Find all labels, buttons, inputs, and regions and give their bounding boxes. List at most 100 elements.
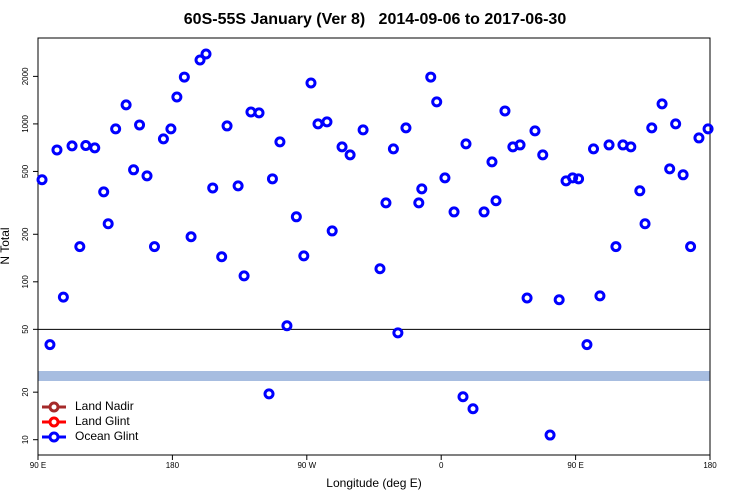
point [321, 116, 333, 128]
point [357, 124, 369, 136]
point [625, 141, 637, 153]
point [490, 195, 502, 207]
point [290, 211, 302, 223]
point [178, 71, 190, 83]
point [374, 263, 386, 275]
point [610, 241, 622, 253]
point [521, 292, 533, 304]
point [253, 107, 265, 119]
point [567, 172, 579, 184]
point [44, 339, 56, 351]
point [478, 206, 490, 218]
point [312, 118, 324, 130]
y-tick-label: 100 [21, 275, 30, 289]
point [499, 105, 511, 117]
x-axis-label: Longitude (deg E) [326, 476, 421, 490]
point [514, 139, 526, 151]
point [134, 119, 146, 131]
point [102, 218, 114, 230]
point [573, 173, 585, 185]
legend-marker [48, 416, 60, 428]
legend-label: Land Nadir [75, 399, 134, 413]
point [89, 142, 101, 154]
point [216, 251, 228, 263]
point [263, 388, 275, 400]
chart-title: 60S-55S January (Ver 8) 2014-09-06 to 20… [184, 11, 567, 28]
point [603, 139, 615, 151]
point [110, 123, 122, 135]
point [486, 156, 498, 168]
legend-marker [48, 401, 60, 413]
point [36, 174, 48, 186]
y-axis-label: N Total [0, 227, 12, 264]
point [165, 123, 177, 135]
x-tick-label: 180 [703, 461, 717, 470]
y-tick-label: 10 [21, 435, 30, 444]
point [148, 241, 160, 253]
point [529, 125, 541, 137]
point [200, 48, 212, 60]
point [326, 225, 338, 237]
point [448, 206, 460, 218]
x-tick-label: 90 E [30, 461, 46, 470]
point [298, 250, 310, 262]
point [634, 185, 646, 197]
point [656, 98, 668, 110]
point [400, 122, 412, 134]
point [664, 163, 676, 175]
point [221, 120, 233, 132]
point [439, 172, 451, 184]
point [413, 197, 425, 209]
point [702, 123, 714, 135]
point [553, 294, 565, 306]
y-tick-label: 500 [21, 164, 30, 178]
point [207, 182, 219, 194]
point [693, 132, 705, 144]
point [392, 327, 404, 339]
point [460, 138, 472, 150]
point [141, 170, 153, 182]
point [281, 320, 293, 332]
legend-label: Land Glint [75, 414, 130, 428]
point [171, 91, 183, 103]
x-tick-label: 90 E [567, 461, 583, 470]
point [344, 149, 356, 161]
point [685, 241, 697, 253]
point [416, 183, 428, 195]
band [38, 371, 710, 381]
point [305, 77, 317, 89]
point [66, 140, 78, 152]
point [266, 173, 278, 185]
point [431, 96, 443, 108]
y-tick-label: 2000 [21, 67, 30, 85]
point [380, 197, 392, 209]
point [74, 241, 86, 253]
point [588, 143, 600, 155]
point [387, 143, 399, 155]
point [57, 291, 69, 303]
point [120, 99, 132, 111]
point [51, 144, 63, 156]
point [544, 429, 556, 441]
point [157, 133, 169, 145]
point [639, 218, 651, 230]
point [677, 169, 689, 181]
legend-marker [48, 431, 60, 443]
plot-frame [37, 37, 711, 456]
point [238, 270, 250, 282]
point [425, 71, 437, 83]
x-tick-label: 180 [166, 461, 180, 470]
point [670, 118, 682, 130]
point [80, 139, 92, 151]
point [128, 164, 140, 176]
x-tick-label: 0 [439, 461, 444, 470]
point [594, 290, 606, 302]
point [336, 141, 348, 153]
point [98, 186, 110, 198]
point [646, 122, 658, 134]
point [232, 180, 244, 192]
point [194, 54, 206, 66]
y-tick-label: 20 [21, 387, 30, 396]
point [581, 339, 593, 351]
